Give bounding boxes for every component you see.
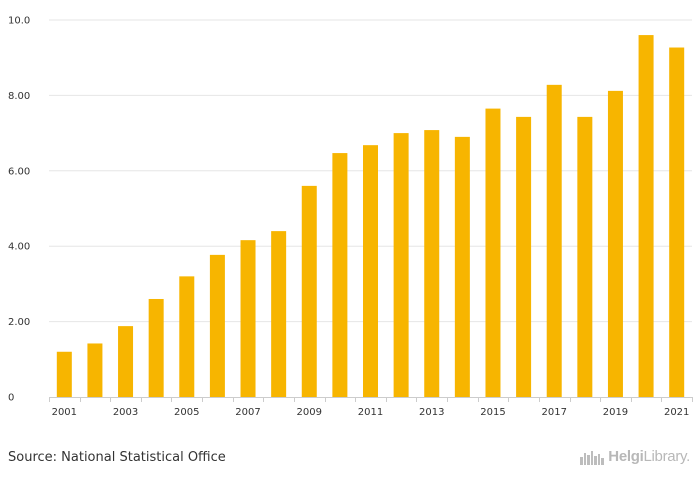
bar-2011 bbox=[363, 145, 378, 397]
bar-2015 bbox=[485, 108, 501, 397]
bar-2009 bbox=[301, 185, 317, 397]
bar-2012 bbox=[393, 133, 409, 397]
brand-name-bold: Helgi bbox=[608, 448, 644, 465]
bar-2020 bbox=[638, 35, 654, 397]
bar-2001 bbox=[56, 351, 72, 397]
x-tick-labels: 2001 2003 2005 2007 2009 2011 2013 2015 2017 2019… bbox=[52, 407, 690, 418]
x-tick-label: 2009 bbox=[297, 407, 322, 418]
bar-2002 bbox=[87, 343, 103, 397]
bar-2005 bbox=[179, 276, 195, 397]
bar-2018 bbox=[577, 116, 593, 397]
helgi-library-logo: Helgi Library. bbox=[579, 448, 690, 465]
x-tick-label: 2021 bbox=[664, 407, 689, 418]
bar-2003 bbox=[118, 326, 134, 397]
x-tick-label: 2005 bbox=[174, 407, 199, 418]
x-tick-label: 2003 bbox=[113, 407, 138, 418]
bar-2014 bbox=[454, 136, 470, 397]
x-tick-label: 2019 bbox=[603, 407, 628, 418]
x-tick-label: 2013 bbox=[419, 407, 444, 418]
city-skyline-icon bbox=[580, 450, 605, 465]
bar-2019 bbox=[607, 90, 623, 397]
source-note: Source: National Statistical Office bbox=[8, 450, 226, 465]
bars bbox=[56, 35, 685, 398]
bar-2013 bbox=[424, 130, 440, 398]
x-tick-label: 2001 bbox=[52, 407, 77, 418]
bar-2021 bbox=[669, 47, 685, 398]
x-tick-label: 2007 bbox=[235, 407, 260, 418]
y-tick-labels: 0 2.00 4.00 6.00 8.00 10.0 bbox=[8, 16, 30, 404]
x-tick-label: 2015 bbox=[480, 407, 505, 418]
bar-2016 bbox=[516, 116, 532, 397]
bar-2008 bbox=[271, 231, 287, 397]
y-tick-label: 2.00 bbox=[8, 317, 30, 328]
y-tick-label: 0 bbox=[8, 393, 14, 404]
bar-2006 bbox=[209, 254, 225, 397]
y-tick-label: 6.00 bbox=[8, 166, 30, 177]
y-tick-label: 10.0 bbox=[8, 16, 30, 27]
bar-2017 bbox=[546, 84, 562, 398]
x-tick-label: 2017 bbox=[541, 407, 566, 418]
bar-2007 bbox=[240, 240, 256, 397]
brand-name-light: Library. bbox=[643, 448, 690, 465]
bar-2004 bbox=[148, 298, 164, 397]
y-tick-label: 8.00 bbox=[8, 91, 30, 102]
x-tick-label: 2011 bbox=[358, 407, 383, 418]
y-tick-label: 4.00 bbox=[8, 242, 30, 253]
bar-2010 bbox=[332, 153, 348, 397]
x-axis bbox=[49, 397, 693, 402]
